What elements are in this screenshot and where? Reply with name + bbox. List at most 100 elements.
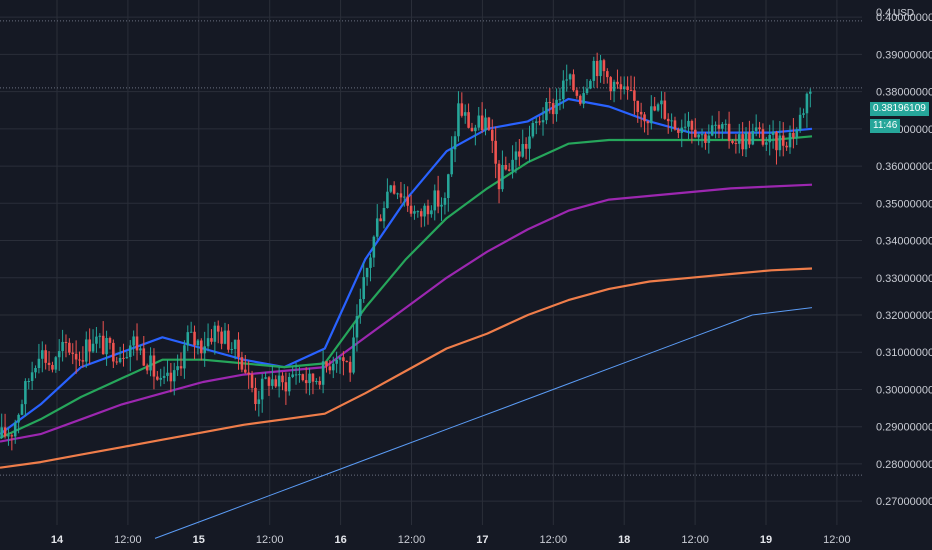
candle-body [612, 81, 616, 92]
candle-body [792, 132, 795, 138]
candle-body [511, 159, 514, 171]
y-axis[interactable]: 0.400000000.390000000.380000000.37000000… [876, 7, 932, 508]
horizontal-levels [0, 20, 862, 476]
candle-body [805, 93, 809, 114]
candle-body [213, 325, 217, 342]
x-tick-label: 16 [334, 534, 346, 546]
candle-body [156, 376, 159, 380]
candle-body [687, 120, 690, 127]
candle-body [267, 377, 271, 386]
candle-body [274, 379, 278, 387]
candle-body [98, 335, 102, 337]
candle-body [301, 374, 305, 381]
candle-body [183, 345, 186, 369]
candle-body [592, 60, 596, 81]
candle-body [189, 331, 193, 333]
candle-body [149, 355, 152, 371]
y-tick-label: 0.30000000 [876, 384, 932, 396]
candle-body [629, 89, 633, 91]
y-tick-label: 0.29000000 [876, 422, 932, 434]
candle-body [616, 81, 619, 85]
candle-body [653, 106, 656, 111]
y-tick-label: 0.34000000 [876, 236, 932, 248]
candle-body [683, 126, 687, 128]
candle-body [433, 190, 437, 211]
candle-body [342, 357, 345, 362]
candle-body [650, 106, 653, 124]
candle-body [406, 196, 409, 206]
candle-body [193, 331, 196, 346]
candle-body [88, 339, 91, 352]
candle-body [494, 140, 497, 164]
candle-body [162, 375, 166, 378]
candle-body [247, 372, 250, 375]
candle-body [240, 357, 244, 370]
candle-body [440, 204, 443, 207]
candle-body [497, 163, 501, 190]
candle-body [30, 372, 34, 381]
candle-body [203, 346, 206, 354]
candle-body [84, 339, 88, 362]
candle-body [403, 196, 406, 198]
candle-body [61, 341, 64, 352]
x-tick-label: 19 [760, 534, 772, 546]
candle-body [166, 372, 169, 376]
candle-body [399, 193, 403, 198]
x-axis[interactable]: 14 12:00 15 12:00 16 12:00 17 12:00 18 12:00 19 12:… [51, 534, 851, 546]
candle-body [287, 376, 291, 392]
candle-body [470, 127, 474, 132]
candle-body [700, 134, 704, 136]
candle-body [128, 345, 132, 357]
candle-body [57, 351, 61, 358]
candle-body [504, 165, 508, 170]
candle-body [585, 88, 589, 94]
candle-body [467, 112, 470, 128]
candle-body [108, 337, 112, 343]
candle-body [365, 267, 369, 278]
candle-body [443, 198, 447, 205]
candle-body [311, 373, 315, 382]
y-tick-label: 0.38000000 [876, 87, 932, 99]
x-tick-label: 18 [618, 534, 630, 546]
candle-body [727, 123, 731, 141]
candle-body [223, 330, 227, 344]
x-tick-label: 14 [51, 534, 64, 546]
candle-body [646, 121, 650, 124]
candle-body [775, 131, 778, 151]
candle-body [690, 120, 694, 130]
candle-body [802, 113, 805, 115]
candle-body [565, 79, 568, 81]
y-tick-label: 0.40000000 [876, 12, 932, 24]
last-price-tag: 0.38196109 [870, 102, 929, 116]
candle-body [328, 366, 332, 371]
candle-body [548, 101, 552, 104]
candle-body [277, 375, 281, 387]
candle-body [291, 374, 294, 377]
candle-body [27, 381, 31, 382]
candle-body [294, 374, 298, 376]
candle-body [416, 211, 420, 213]
candle-body [169, 372, 173, 382]
candles[interactable] [0, 52, 812, 451]
candle-body [304, 380, 308, 384]
candle-body [514, 151, 518, 160]
candle-body [447, 174, 450, 199]
candle-body [244, 369, 247, 373]
candle-body [315, 381, 318, 383]
candle-body [717, 124, 721, 129]
candle-body [20, 404, 24, 415]
candle-body [663, 100, 667, 119]
candle-body [551, 103, 555, 115]
candle-body [423, 205, 426, 217]
candle-body [589, 80, 592, 89]
candle-body [474, 127, 477, 132]
grid [0, 0, 862, 525]
candle-body [785, 145, 788, 148]
y-tick-label: 0.35000000 [876, 198, 932, 210]
candle-body [677, 129, 680, 133]
candle-body [680, 127, 684, 133]
candle-body [0, 427, 3, 438]
candle-body [744, 132, 748, 150]
candle-body [480, 115, 484, 131]
